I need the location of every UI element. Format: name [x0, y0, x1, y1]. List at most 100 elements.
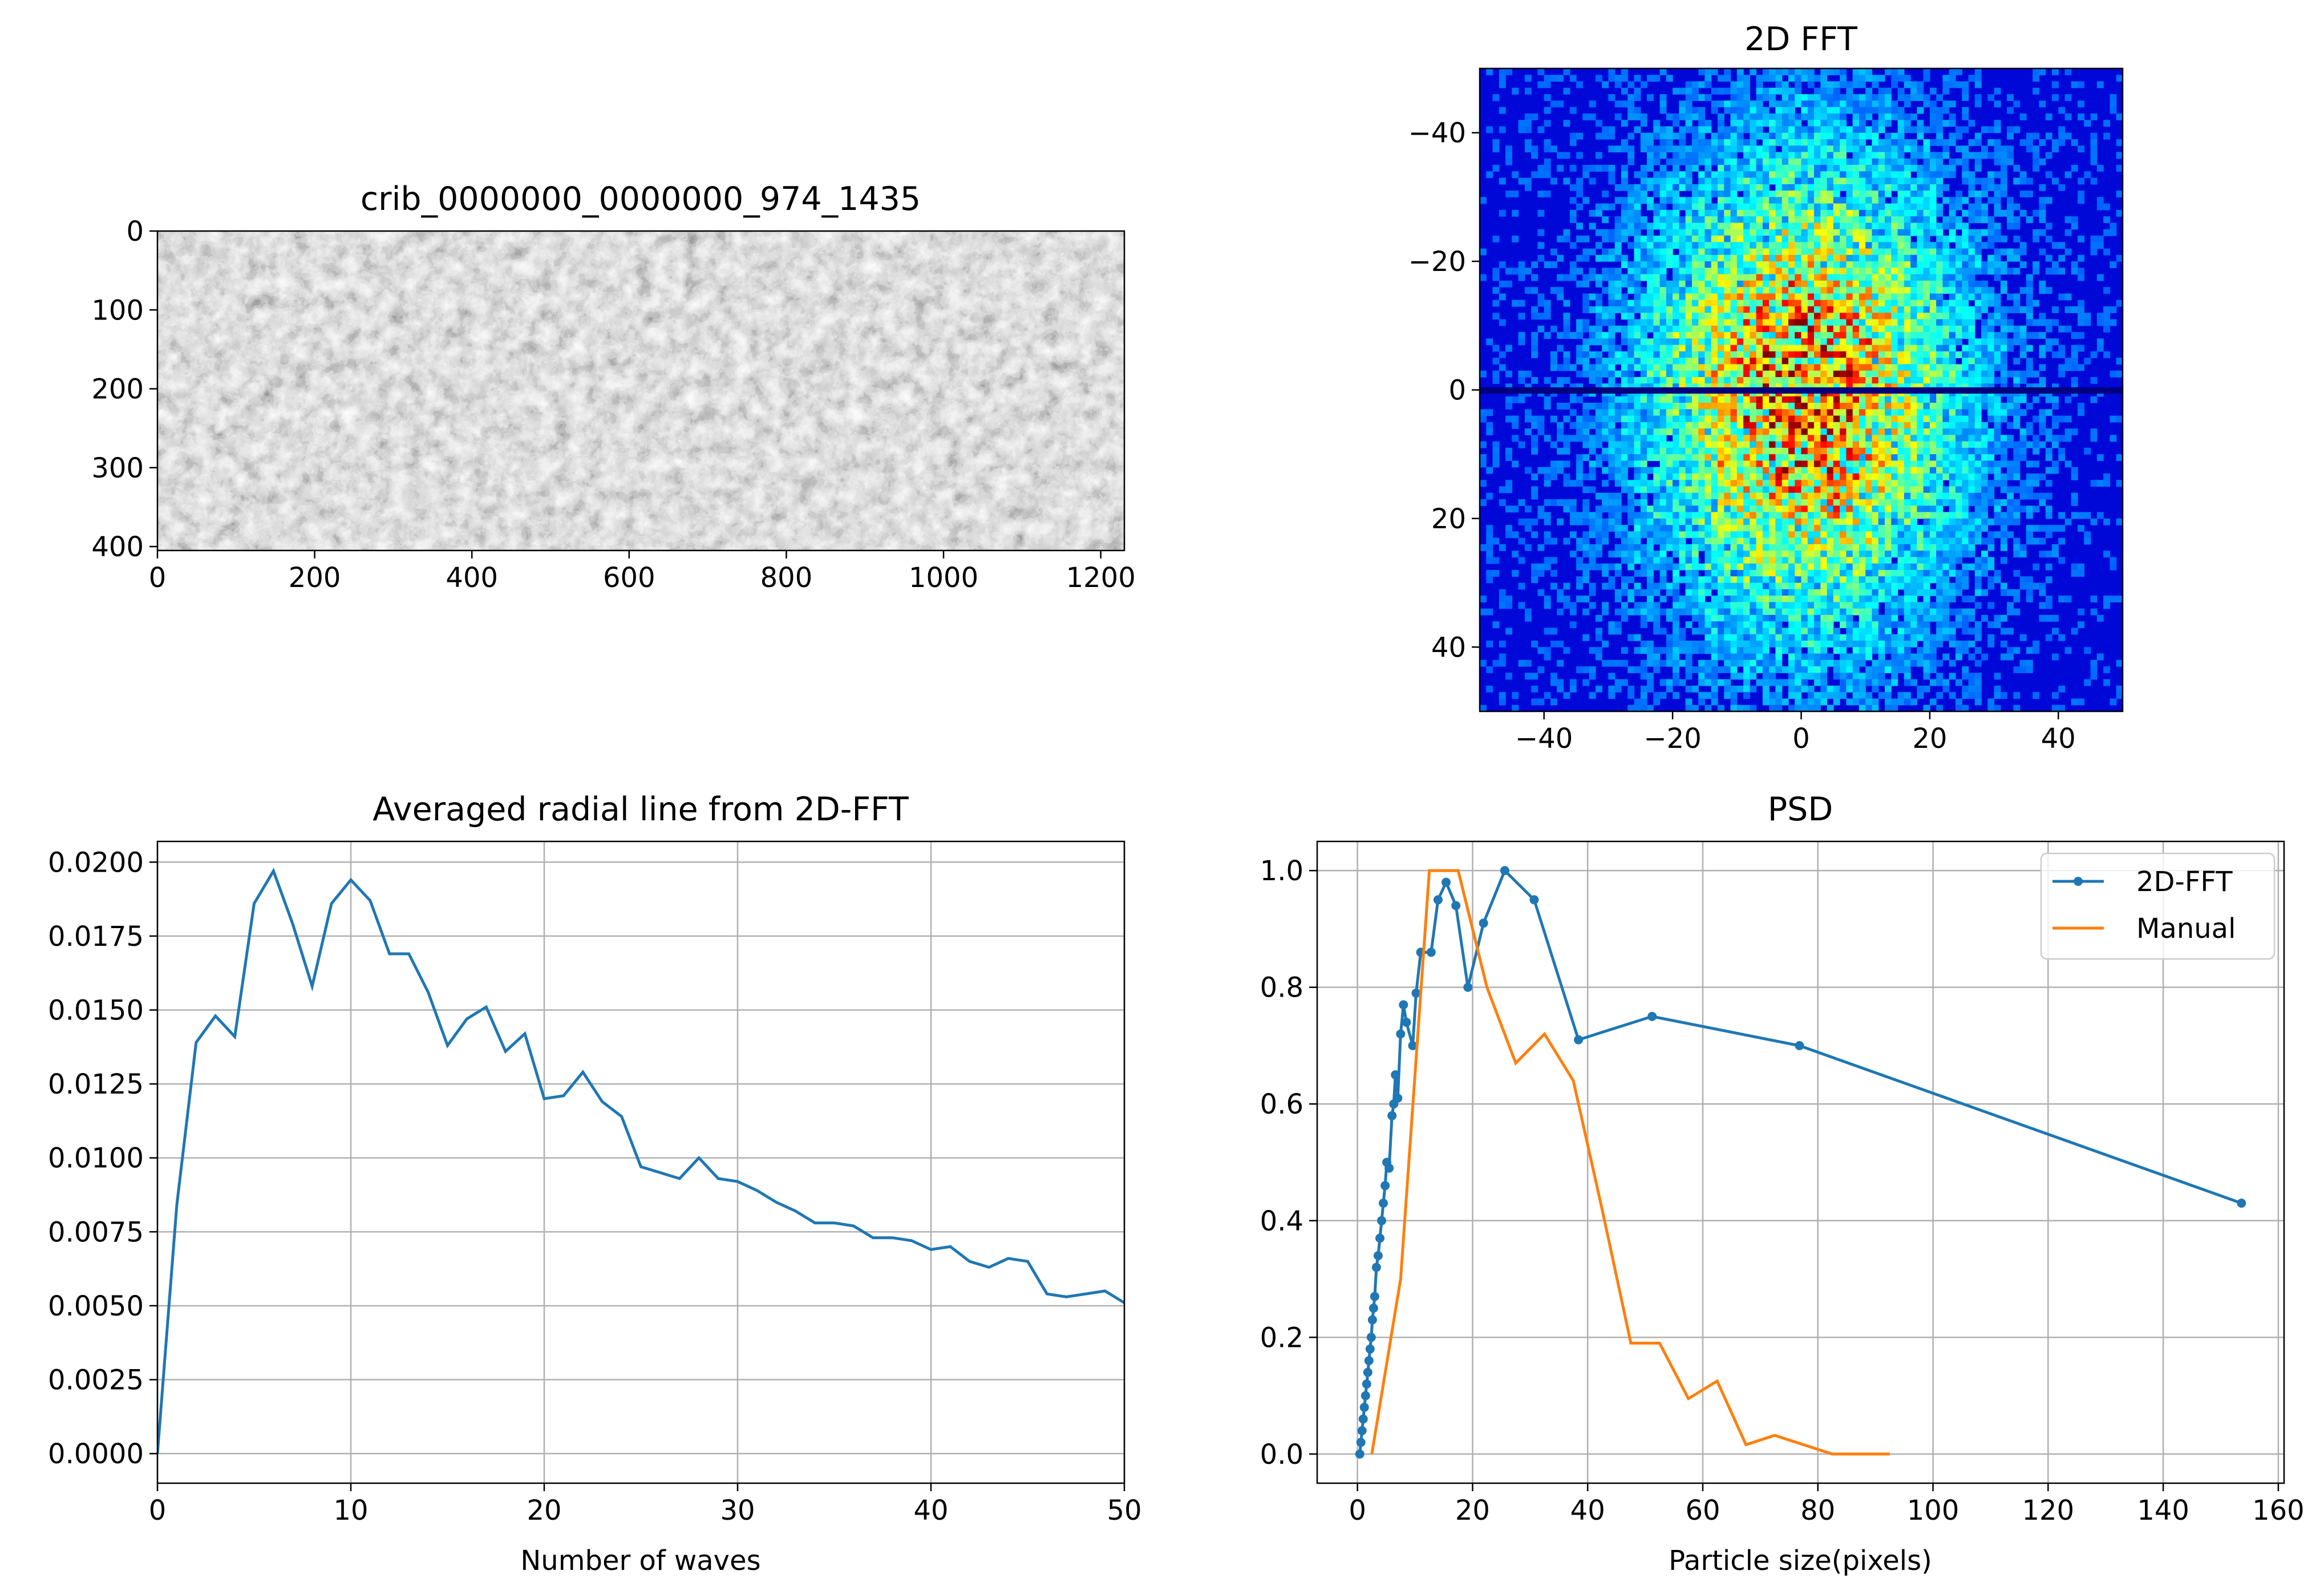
fft-cell [1512, 171, 1519, 179]
fft-cell [1833, 274, 1840, 281]
fft-cell [1987, 197, 1995, 204]
fft-cell [1775, 293, 1783, 301]
fft-cell [1730, 441, 1738, 448]
fft-cell [1788, 306, 1795, 313]
fft-cell [1711, 351, 1718, 358]
fft-cell [1614, 229, 1622, 236]
fft-cell [1730, 422, 1738, 429]
fft-cell [1666, 518, 1673, 525]
fft-cell [1679, 460, 1686, 468]
fft-cell [1730, 492, 1738, 500]
fft-cell [1640, 242, 1647, 249]
fft-cell [1814, 222, 1821, 230]
fft-cell [1653, 351, 1661, 358]
fft-cell [1659, 383, 1667, 391]
fft-cell [1704, 370, 1712, 378]
fft-cell [1602, 306, 1609, 313]
fft-cell [1679, 261, 1686, 268]
fft-cell [1659, 505, 1667, 513]
fft-cell [1550, 364, 1557, 371]
fft-cell [1724, 447, 1731, 455]
fft-cell [2007, 409, 2014, 416]
fft-cell [1968, 467, 1975, 474]
fft-cell [1750, 377, 1757, 384]
fft-cell [2007, 435, 2014, 442]
fft-cell [1711, 396, 1718, 403]
fft-cell [1968, 441, 1975, 448]
fft-cell [2090, 242, 2098, 249]
fft-cell [1608, 75, 1616, 82]
fft-cell [1955, 370, 1962, 378]
fft-cell [1872, 293, 1879, 301]
fft-cell [1595, 306, 1602, 313]
fft-cell [1512, 460, 1519, 468]
fft-cell [1968, 499, 1975, 506]
fft-cell [1750, 518, 1757, 525]
fft-cell [1563, 274, 1570, 281]
fft-cell [1987, 409, 1995, 416]
fft-cell [2039, 197, 2046, 204]
fft-cell [1962, 351, 1969, 358]
fft-cell [1852, 428, 1860, 435]
fft-cell [1865, 319, 1873, 326]
fft-cell [1994, 313, 2001, 320]
fft-cell [1718, 268, 1724, 275]
fft-cell [1910, 229, 1917, 236]
fft-cell [1750, 486, 1757, 493]
fft-cell [1659, 480, 1667, 487]
fft-cell [2071, 306, 2078, 313]
fft-cell [1666, 473, 1673, 480]
fft-cell [1987, 222, 1995, 230]
fft-cell [1955, 132, 1962, 140]
fft-cell [1698, 358, 1706, 365]
fft-cell [1653, 512, 1661, 519]
fft-cell [1949, 113, 1956, 120]
fft-cell [1981, 505, 1988, 513]
fft-cell [1788, 75, 1795, 82]
fft-cell [1897, 68, 1905, 75]
fft-cell [1621, 68, 1628, 75]
fft-cell [1762, 383, 1770, 391]
fft-cell [2064, 428, 2072, 435]
fft-cell [2039, 428, 2046, 435]
fft-cell [1782, 299, 1789, 307]
fft-cell [1647, 306, 1654, 313]
fft-cell [1704, 537, 1712, 545]
fft-cell [1833, 473, 1840, 480]
fft-cell [1840, 81, 1847, 88]
fft-cell [1718, 467, 1724, 474]
fft-cell [1762, 152, 1770, 159]
fft-cell [1891, 197, 1898, 204]
fft-cell [2110, 415, 2117, 423]
fft-cell [2013, 236, 2021, 242]
fft-cell [1962, 319, 1969, 326]
fft-cell [1833, 345, 1840, 352]
fft-cell [1762, 364, 1770, 371]
fft-cell [1994, 460, 2001, 468]
fft-cell [1711, 358, 1718, 365]
fft-cell [1987, 370, 1995, 378]
fft-cell [1955, 216, 1962, 224]
fft-cell [1929, 492, 1937, 500]
fft-cell [1917, 454, 1924, 462]
fft-cell [1833, 261, 1840, 268]
fft-cell [1673, 467, 1679, 474]
fft-cell [1679, 158, 1686, 165]
fft-cell [2000, 358, 2007, 365]
fft-cell [1801, 68, 1808, 75]
fft-cell [1627, 222, 1635, 230]
fft-cell [1807, 274, 1815, 281]
fft-cell [1634, 531, 1641, 539]
fft-cell [1775, 447, 1783, 455]
fft-cell [1775, 68, 1783, 75]
fft-cell [1718, 139, 1724, 146]
fft-cell [1897, 332, 1905, 339]
fft-cell [1833, 254, 1840, 262]
fft-cell [1846, 364, 1853, 371]
fft-cell [2039, 216, 2046, 224]
fft-cell [1872, 100, 1879, 108]
fft-cell [1659, 139, 1667, 146]
fft-cell [1492, 165, 1500, 172]
fft-cell [1846, 248, 1853, 256]
fft-cell [1775, 274, 1783, 281]
